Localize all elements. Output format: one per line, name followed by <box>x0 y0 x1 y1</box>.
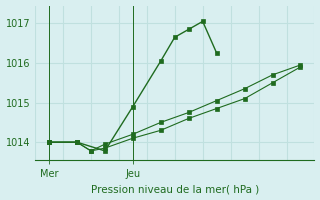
X-axis label: Pression niveau de la mer( hPa ): Pression niveau de la mer( hPa ) <box>91 184 259 194</box>
